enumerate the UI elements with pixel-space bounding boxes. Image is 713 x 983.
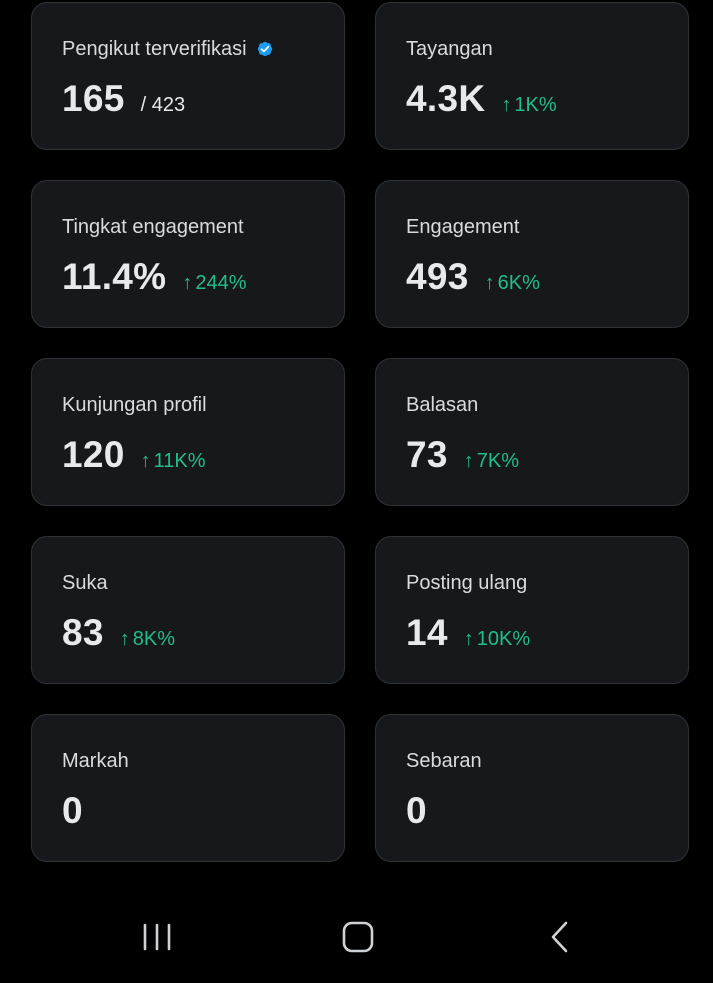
card-change: ↑ 6K% <box>485 272 540 295</box>
back-button[interactable] <box>515 890 605 983</box>
card-change-value: 7K% <box>476 450 520 472</box>
card-value: 0 <box>406 790 427 831</box>
card-value: 493 <box>406 256 469 297</box>
card-label-row: Pengikut terverifikasi <box>62 37 314 61</box>
arrow-up-icon: ↑ <box>463 450 474 472</box>
card-likes[interactable]: Suka 83 ↑ 8K% <box>31 536 345 684</box>
card-value-row: 0 <box>62 789 314 833</box>
system-navigation-bar <box>0 890 713 983</box>
card-value-row: 4.3K ↑ 1K% <box>406 77 658 121</box>
card-change-value: 8K% <box>132 628 176 650</box>
card-label: Tayangan <box>406 38 493 60</box>
card-label: Kunjungan profil <box>62 394 207 416</box>
card-bookmarks[interactable]: Markah 0 <box>31 714 345 862</box>
recents-button[interactable] <box>112 890 202 983</box>
card-profile-visits[interactable]: Kunjungan profil 120 ↑ 11K% <box>31 358 345 506</box>
card-reposts[interactable]: Posting ulang 14 ↑ 10K% <box>375 536 689 684</box>
card-value-row: 83 ↑ 8K% <box>62 611 314 655</box>
card-value: 73 <box>406 434 448 475</box>
card-engagement-rate[interactable]: Tingkat engagement 11.4% ↑ 244% <box>31 180 345 328</box>
arrow-up-icon: ↑ <box>463 628 474 650</box>
card-change: ↑ 8K% <box>120 628 175 651</box>
home-icon <box>342 921 374 952</box>
card-value: 11.4% <box>62 256 167 297</box>
card-change: ↑ 244% <box>182 272 246 295</box>
card-value: 0 <box>62 790 83 831</box>
card-label: Suka <box>62 572 108 594</box>
card-label: Pengikut terverifikasi <box>62 38 247 60</box>
card-total: / 423 <box>140 94 186 116</box>
card-change-value: 11K% <box>153 450 206 472</box>
card-change: ↑ 10K% <box>464 628 530 651</box>
card-value-row: 120 ↑ 11K% <box>62 433 314 477</box>
card-value: 14 <box>406 612 448 653</box>
card-value: 83 <box>62 612 104 653</box>
recents-icon <box>143 923 171 950</box>
card-change: ↑ 1K% <box>501 94 556 117</box>
card-label: Posting ulang <box>406 572 528 594</box>
verified-badge-icon <box>257 41 272 57</box>
card-change: ↑ 7K% <box>464 450 519 473</box>
back-icon <box>551 921 568 952</box>
card-value-row: 11.4% ↑ 244% <box>62 255 314 299</box>
card-value-row: 165 / 423 <box>62 77 314 121</box>
card-change-value: 6K% <box>497 272 540 294</box>
card-value-row: 493 ↑ 6K% <box>406 255 658 299</box>
card-change-value: 10K% <box>476 628 531 650</box>
card-label: Engagement <box>406 216 520 238</box>
card-change: ↑ 11K% <box>141 450 206 473</box>
arrow-up-icon: ↑ <box>182 272 193 294</box>
metrics-grid: Pengikut terverifikasi 165 / 423 Tayanga… <box>31 2 689 862</box>
arrow-up-icon: ↑ <box>501 94 512 116</box>
card-label: Sebaran <box>406 750 482 772</box>
card-verified-followers[interactable]: Pengikut terverifikasi 165 / 423 <box>31 2 345 150</box>
card-value-row: 14 ↑ 10K% <box>406 611 658 655</box>
home-button[interactable] <box>313 890 403 983</box>
card-replies[interactable]: Balasan 73 ↑ 7K% <box>375 358 689 506</box>
card-value-row: 0 <box>406 789 658 833</box>
card-engagements[interactable]: Engagement 493 ↑ 6K% <box>375 180 689 328</box>
arrow-up-icon: ↑ <box>140 450 151 472</box>
card-label: Tingkat engagement <box>62 216 244 238</box>
card-shares[interactable]: Sebaran 0 <box>375 714 689 862</box>
card-value: 4.3K <box>406 78 486 119</box>
card-value: 165 <box>62 78 125 119</box>
card-label: Markah <box>62 750 129 772</box>
card-value: 120 <box>62 434 125 475</box>
card-impressions[interactable]: Tayangan 4.3K ↑ 1K% <box>375 2 689 150</box>
card-label: Balasan <box>406 394 479 416</box>
card-change-value: 1K% <box>514 94 557 116</box>
arrow-up-icon: ↑ <box>119 628 130 650</box>
arrow-up-icon: ↑ <box>484 272 495 294</box>
card-value-row: 73 ↑ 7K% <box>406 433 658 477</box>
card-change-value: 244% <box>195 272 247 294</box>
